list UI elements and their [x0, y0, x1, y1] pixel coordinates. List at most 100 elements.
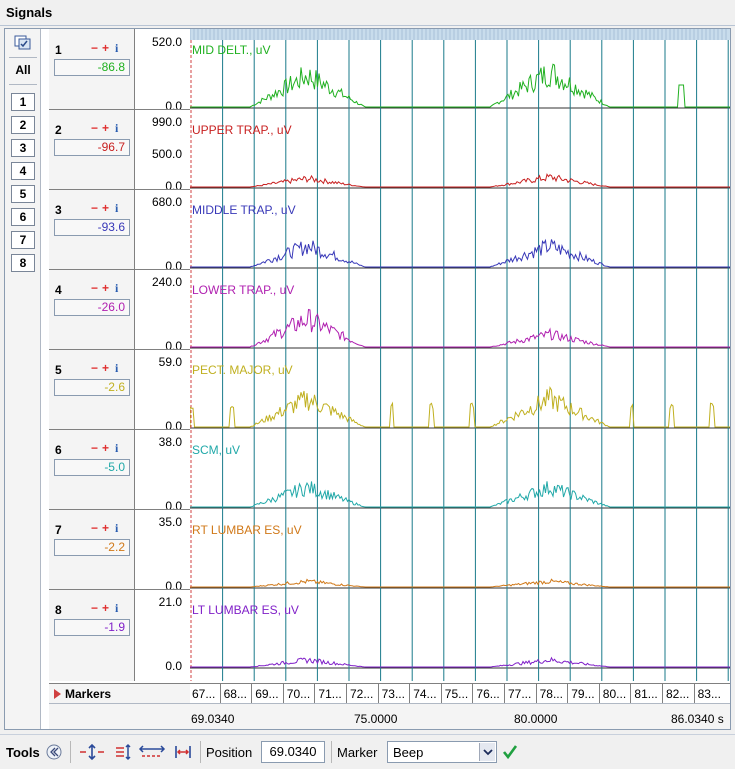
channel-info-button[interactable]: i	[115, 521, 119, 535]
scale-up-button[interactable]: +	[102, 201, 110, 215]
channel-info-button[interactable]: i	[115, 361, 119, 375]
scale-up-button[interactable]: +	[102, 121, 110, 135]
collapse-tools-icon[interactable]	[46, 743, 62, 761]
channel-label: RT LUMBAR ES, uV	[192, 523, 302, 537]
divider	[9, 57, 37, 58]
scale-down-button[interactable]: −	[91, 521, 99, 535]
position-input[interactable]: 69.0340	[261, 741, 325, 763]
scale-column: 520.0 0.0 990.0 500.0 0.0 680.0 0.0 240.0 0.0 59.…	[135, 29, 190, 681]
signal-trace-2	[190, 173, 730, 188]
channel-value-field[interactable]: -86.8	[54, 59, 130, 76]
checkmark-icon[interactable]	[502, 743, 518, 761]
time-cell-divider	[630, 684, 632, 704]
time-axis[interactable]: 69.0340 75.0000 80.0000 86.0340 s	[49, 703, 730, 729]
channel-value-field[interactable]: -1.9	[54, 619, 130, 636]
signal-plot-area[interactable]: MID DELT., uV UPPER TRAP., uV MIDDLE TRAP.…	[189, 29, 730, 681]
time-cell: 68...	[223, 687, 247, 701]
time-strip	[190, 29, 730, 40]
channel-info-button[interactable]: i	[115, 121, 119, 135]
all-channels-button[interactable]: All	[15, 63, 31, 77]
channel-number: 6	[55, 443, 62, 457]
time-cell-divider	[346, 684, 347, 704]
channel-button-3[interactable]: 3	[11, 139, 35, 157]
time-cell: 78...	[539, 687, 563, 701]
row-divider	[49, 509, 135, 510]
time-cell-divider	[535, 684, 537, 704]
toolbar-divider	[70, 741, 71, 763]
signal-trace-3	[190, 238, 730, 268]
channel-button-1[interactable]: 1	[11, 93, 35, 111]
channel-value-field[interactable]: -2.6	[54, 379, 130, 396]
time-cell-divider	[282, 684, 284, 704]
channel-value-field[interactable]: -93.6	[54, 219, 130, 236]
horizontal-zoom-icon[interactable]	[138, 743, 166, 761]
axis-start-label: 69.0340	[191, 712, 235, 726]
channel-button-2[interactable]: 2	[11, 116, 35, 134]
channel-number: 5	[55, 363, 62, 377]
channel-info-button[interactable]: i	[115, 281, 119, 295]
scale-up-button[interactable]: +	[102, 41, 110, 55]
fit-horizontal-icon[interactable]	[174, 743, 192, 761]
channel-button-4[interactable]: 4	[11, 162, 35, 180]
channel-value-field[interactable]: -5.0	[54, 459, 130, 476]
channel-label: LOWER TRAP., uV	[192, 283, 295, 297]
scale-up-button[interactable]: +	[102, 601, 110, 615]
time-cell: 72...	[350, 687, 374, 701]
scale-down-button[interactable]: −	[91, 281, 99, 295]
signal-trace-5	[189, 385, 730, 428]
scale-tick-label: 59.0	[158, 355, 182, 369]
channel-button-6[interactable]: 6	[11, 208, 35, 226]
scale-up-button[interactable]: +	[102, 441, 110, 455]
vertical-zoom-icon[interactable]	[78, 743, 106, 761]
channel-number: 3	[55, 203, 62, 217]
channel-info-button[interactable]: i	[115, 201, 119, 215]
marker-select[interactable]: Beep	[387, 741, 497, 763]
time-cell: 69...	[255, 687, 279, 701]
time-cell-divider	[409, 684, 411, 704]
scale-tick-label: 38.0	[158, 435, 182, 449]
axis-mid2-label: 80.0000	[514, 712, 558, 726]
toolbar-divider	[331, 741, 332, 763]
time-cell-divider	[314, 684, 316, 704]
chevron-down-icon[interactable]	[479, 743, 495, 761]
channel-value-field[interactable]: -26.0	[54, 299, 130, 316]
signal-trace-8	[190, 656, 730, 668]
scale-down-button[interactable]: −	[91, 41, 99, 55]
time-cell: 79...	[571, 687, 595, 701]
signal-trace-4	[190, 308, 730, 348]
scale-tick-label: 0.0	[165, 419, 182, 433]
channel-info-button[interactable]: i	[115, 441, 119, 455]
scale-up-button[interactable]: +	[102, 361, 110, 375]
channel-scale-buttons: − + i	[91, 521, 118, 536]
signal-trace-7	[190, 578, 730, 588]
bottom-toolbar: Tools Position 69.0340 Marker Beep	[0, 734, 735, 769]
channel-selector-bar: All 1 2 3 4 5 6 7 8	[5, 29, 41, 729]
channel-value-field[interactable]: -2.2	[54, 539, 130, 556]
scale-up-button[interactable]: +	[102, 281, 110, 295]
select-all-icon[interactable]	[14, 35, 32, 51]
scale-down-button[interactable]: −	[91, 201, 99, 215]
channel-button-8[interactable]: 8	[11, 254, 35, 272]
row-divider	[135, 429, 190, 430]
channel-info-button[interactable]: i	[115, 601, 119, 615]
scale-down-button[interactable]: −	[91, 601, 99, 615]
signal-trace-1	[190, 63, 730, 108]
channel-info-button[interactable]: i	[115, 41, 119, 55]
scale-tick-label: 21.0	[158, 595, 182, 609]
markers-row[interactable]: Markers	[49, 683, 190, 703]
fit-vertical-icon[interactable]	[114, 743, 132, 761]
expand-triangle-icon[interactable]	[54, 689, 61, 699]
channel-button-5[interactable]: 5	[11, 185, 35, 203]
axis-end-label: 86.0340 s	[671, 712, 724, 726]
scale-up-button[interactable]: +	[102, 521, 110, 535]
position-label: Position	[206, 745, 253, 760]
scale-tick-label: 0.0	[165, 259, 182, 273]
channel-value-field[interactable]: -96.7	[54, 139, 130, 156]
divider	[9, 84, 37, 85]
scale-down-button[interactable]: −	[91, 361, 99, 375]
channel-button-7[interactable]: 7	[11, 231, 35, 249]
scale-down-button[interactable]: −	[91, 441, 99, 455]
time-cell: 82...	[666, 687, 690, 701]
row-divider	[49, 269, 135, 270]
scale-down-button[interactable]: −	[91, 121, 99, 135]
